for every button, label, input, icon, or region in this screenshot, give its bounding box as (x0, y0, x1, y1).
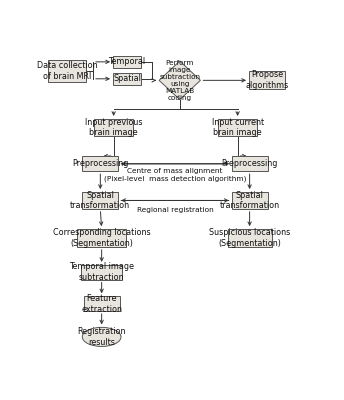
FancyBboxPatch shape (82, 156, 118, 171)
FancyBboxPatch shape (232, 192, 268, 209)
Text: Data collection
of brain MRI: Data collection of brain MRI (37, 61, 97, 81)
Polygon shape (159, 61, 201, 100)
Text: Registration
results: Registration results (77, 327, 126, 347)
FancyBboxPatch shape (249, 72, 285, 89)
Text: Spatial
transformation: Spatial transformation (70, 190, 130, 210)
Ellipse shape (82, 327, 121, 346)
Text: Input previous
brain image: Input previous brain image (85, 118, 142, 137)
Text: Spatial
transformation: Spatial transformation (219, 190, 280, 210)
Text: Input current
brain image: Input current brain image (212, 118, 264, 137)
Text: Temporal: Temporal (108, 57, 146, 66)
FancyBboxPatch shape (228, 229, 272, 247)
Text: Centre of mass alignment
(Pixel-level  mass detection algorithm): Centre of mass alignment (Pixel-level ma… (104, 168, 246, 182)
FancyBboxPatch shape (84, 296, 120, 311)
FancyBboxPatch shape (48, 60, 86, 82)
Text: Preprocessing: Preprocessing (222, 159, 278, 168)
Text: Suspicious locations
(Segmentation): Suspicious locations (Segmentation) (209, 228, 290, 248)
Text: Spatial: Spatial (113, 74, 141, 83)
Text: Perform
image
subtraction
using
MATLAB
coding: Perform image subtraction using MATLAB c… (159, 60, 200, 101)
Text: Propose
algorithms: Propose algorithms (245, 70, 289, 90)
Text: Temporal image
subtraction: Temporal image subtraction (69, 262, 134, 282)
FancyBboxPatch shape (232, 156, 268, 171)
FancyBboxPatch shape (82, 192, 118, 209)
FancyBboxPatch shape (113, 56, 141, 68)
FancyBboxPatch shape (113, 73, 141, 85)
Text: Preprocessing: Preprocessing (72, 159, 129, 168)
Text: Regional registration: Regional registration (137, 207, 213, 213)
FancyBboxPatch shape (81, 265, 122, 280)
FancyBboxPatch shape (77, 229, 126, 247)
FancyBboxPatch shape (94, 119, 133, 136)
Text: Feature
extraction: Feature extraction (81, 294, 122, 314)
FancyBboxPatch shape (218, 119, 257, 136)
Text: Corresponding locations
(Segmentation): Corresponding locations (Segmentation) (53, 228, 150, 248)
